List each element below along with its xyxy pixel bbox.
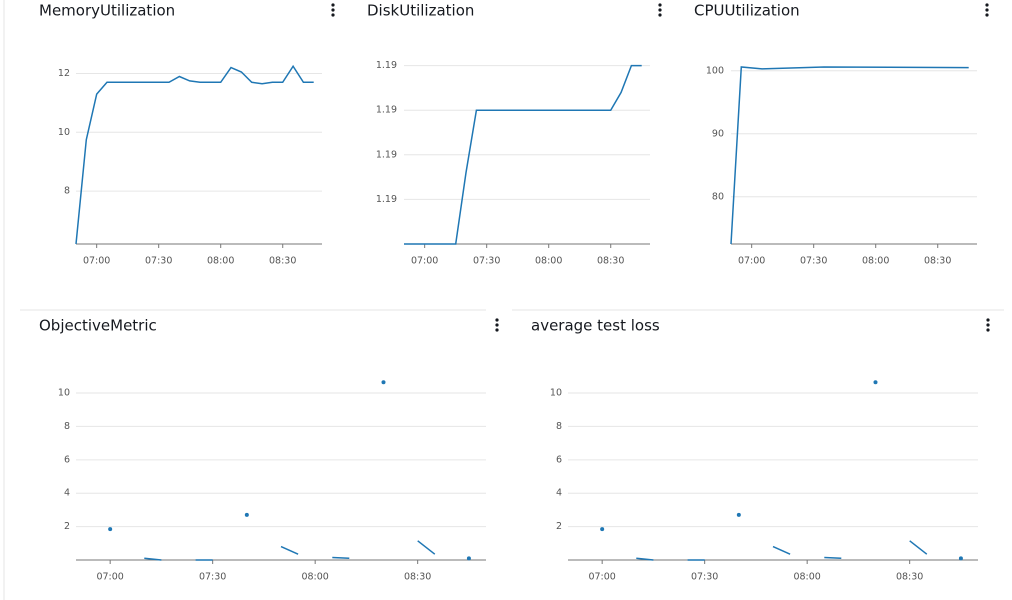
data-line	[772, 545, 791, 555]
y-tick-label: 4	[556, 488, 562, 499]
y-tick-label: 10	[58, 127, 70, 138]
y-tick-label: 10	[550, 388, 562, 399]
y-tick-label: 12	[58, 68, 70, 79]
data-line	[280, 545, 299, 555]
x-tick-label: 07:00	[738, 256, 765, 267]
x-tick-label: 08:30	[597, 256, 624, 267]
x-tick-label: 07:30	[145, 256, 172, 267]
x-tick-label: 08:30	[269, 256, 296, 267]
x-tick-label: 07:00	[588, 572, 615, 583]
x-tick-label: 08:00	[301, 572, 328, 583]
y-tick-label: 4	[64, 488, 70, 499]
chart-title: MemoryUtilization	[39, 2, 175, 20]
y-tick-label: 6	[64, 454, 70, 465]
data-line	[730, 66, 969, 245]
x-tick-label: 07:00	[83, 256, 110, 267]
data-line	[75, 64, 314, 245]
menu-button[interactable]	[495, 318, 499, 332]
x-tick-label: 07:30	[199, 572, 226, 583]
y-tick-label: 2	[64, 521, 70, 532]
data-line	[404, 64, 642, 245]
x-tick-label: 08:30	[896, 572, 923, 583]
data-line	[144, 557, 162, 561]
menu-button[interactable]	[986, 318, 990, 332]
data-line	[417, 540, 436, 555]
y-tick-label: 1.19	[376, 105, 397, 116]
x-tick-label: 08:30	[404, 572, 431, 583]
x-tick-label: 08:00	[862, 256, 889, 267]
x-tick-label: 07:00	[411, 256, 438, 267]
y-tick-label: 1.19	[376, 149, 397, 160]
y-tick-label: 2	[556, 521, 562, 532]
data-line	[824, 556, 842, 560]
y-tick-label: 8	[64, 186, 70, 197]
x-tick-label: 08:00	[535, 256, 562, 267]
data-point	[600, 527, 605, 532]
data-point	[958, 556, 963, 561]
data-point	[873, 380, 878, 385]
chart-title: CPUUtilization	[694, 2, 800, 20]
x-tick-label: 08:00	[207, 256, 234, 267]
y-tick-label: 100	[706, 65, 724, 76]
x-tick-label: 07:30	[800, 256, 827, 267]
menu-button[interactable]	[985, 3, 989, 17]
data-line	[636, 557, 654, 561]
y-tick-label: 80	[712, 191, 724, 202]
y-tick-label: 1.19	[376, 60, 397, 71]
menu-button[interactable]	[331, 3, 335, 17]
y-tick-label: 1.19	[376, 194, 397, 205]
data-point	[736, 512, 741, 517]
data-line	[909, 540, 928, 555]
chart-title: average test loss	[531, 317, 660, 335]
data-point	[244, 512, 249, 517]
y-tick-label: 8	[556, 421, 562, 432]
y-tick-label: 6	[556, 454, 562, 465]
y-tick-label: 90	[712, 128, 724, 139]
x-tick-label: 07:30	[473, 256, 500, 267]
x-tick-label: 07:00	[96, 572, 123, 583]
chart-title: ObjectiveMetric	[39, 317, 157, 335]
data-point	[466, 556, 471, 561]
x-tick-label: 07:30	[691, 572, 718, 583]
y-tick-label: 10	[58, 388, 70, 399]
data-point	[108, 527, 113, 532]
menu-button[interactable]	[658, 3, 662, 17]
chart-title: DiskUtilization	[367, 2, 474, 20]
data-line	[332, 556, 350, 560]
y-tick-label: 8	[64, 421, 70, 432]
x-tick-label: 08:30	[924, 256, 951, 267]
x-tick-label: 08:00	[793, 572, 820, 583]
data-point	[381, 380, 386, 385]
